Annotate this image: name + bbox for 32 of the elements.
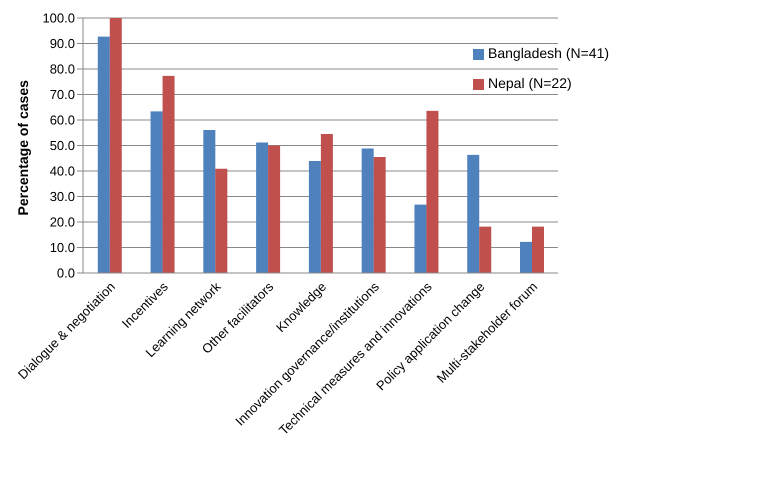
bar: [98, 36, 110, 273]
y-tick-label: 30.0: [50, 189, 75, 204]
y-tick-label: 60.0: [50, 112, 75, 128]
bar: [162, 76, 175, 273]
y-tick-label: 70.0: [50, 87, 75, 102]
bar: [110, 18, 122, 273]
y-tick-label: 10.0: [50, 240, 75, 256]
y-tick-label: 20.0: [50, 214, 75, 230]
bar: [308, 161, 321, 273]
y-tick-label: 80.0: [50, 62, 75, 77]
legend-label: Bangladesh (N=41): [488, 45, 610, 61]
bar: [215, 168, 228, 273]
y-tick-label: 100.0: [42, 10, 75, 26]
bar: [203, 130, 216, 273]
bar: [520, 242, 532, 273]
y-tick-label: 50.0: [50, 138, 75, 154]
y-tick-label: 40.0: [50, 164, 75, 179]
bar: [426, 110, 438, 273]
bar: [479, 226, 492, 273]
bar: [256, 142, 268, 273]
bar: [532, 226, 544, 273]
y-tick-label: 0.0: [56, 266, 75, 281]
bar: [374, 156, 386, 273]
bar: [362, 148, 374, 273]
bar: [150, 111, 163, 273]
y-axis-title: Percentage of cases: [14, 80, 31, 216]
y-tick-label: 90.0: [50, 36, 75, 52]
bar: [414, 204, 426, 273]
bar: [320, 134, 333, 273]
legend-label: Nepal (N=22): [488, 75, 572, 91]
bar: [467, 154, 480, 273]
bar: [268, 146, 280, 273]
